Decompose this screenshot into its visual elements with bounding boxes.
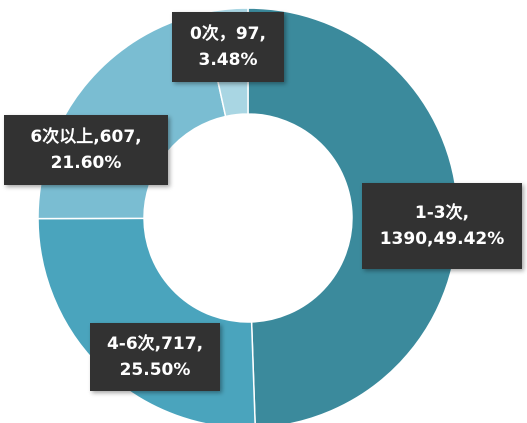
data-label: 21.60%	[51, 153, 122, 173]
donut-slice	[247, 7, 459, 423]
data-label: 1390,49.42%	[380, 229, 505, 249]
donut-slice	[37, 217, 256, 423]
label-box	[90, 323, 220, 391]
data-label: 6次以上,607,	[30, 126, 141, 147]
data-label: 25.50%	[120, 360, 191, 380]
label-box	[172, 12, 284, 82]
data-label: 0次，97,	[190, 23, 266, 44]
label-box	[362, 183, 522, 269]
data-label: 3.48%	[199, 50, 258, 70]
data-label: 4-6次,717,	[107, 333, 203, 354]
data-label: 1-3次,	[415, 202, 469, 223]
label-box	[4, 115, 168, 185]
data-labels: 1-3次, 1390,49.42% 4-6次,717, 25.50% 6次以上,607,…	[4, 12, 522, 391]
